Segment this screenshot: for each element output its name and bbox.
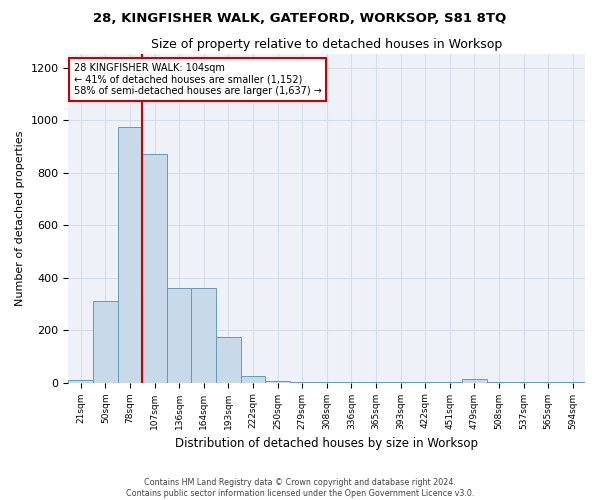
- Bar: [462, 380, 487, 382]
- Bar: [216, 336, 241, 382]
- Bar: [93, 301, 118, 382]
- Bar: [68, 380, 93, 382]
- Bar: [118, 126, 142, 382]
- Bar: [241, 376, 265, 382]
- Text: 28, KINGFISHER WALK, GATEFORD, WORKSOP, S81 8TQ: 28, KINGFISHER WALK, GATEFORD, WORKSOP, …: [94, 12, 506, 26]
- Text: Contains HM Land Registry data © Crown copyright and database right 2024.
Contai: Contains HM Land Registry data © Crown c…: [126, 478, 474, 498]
- Text: 28 KINGFISHER WALK: 104sqm
← 41% of detached houses are smaller (1,152)
58% of s: 28 KINGFISHER WALK: 104sqm ← 41% of deta…: [74, 62, 322, 96]
- Bar: [142, 154, 167, 382]
- X-axis label: Distribution of detached houses by size in Worksop: Distribution of detached houses by size …: [175, 437, 478, 450]
- Y-axis label: Number of detached properties: Number of detached properties: [15, 131, 25, 306]
- Title: Size of property relative to detached houses in Worksop: Size of property relative to detached ho…: [151, 38, 502, 51]
- Bar: [191, 288, 216, 382]
- Bar: [167, 288, 191, 382]
